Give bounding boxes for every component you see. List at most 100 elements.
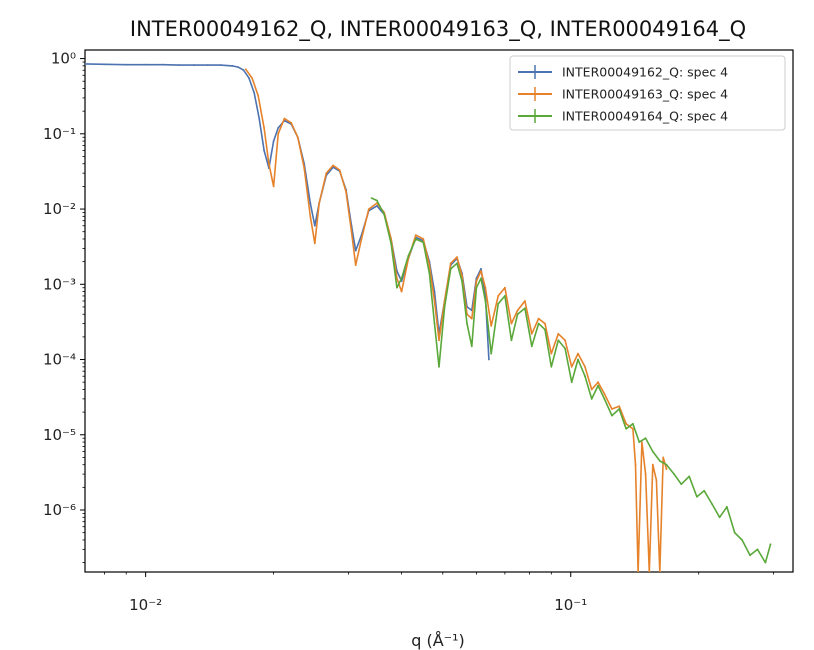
data-point [253,92,256,94]
data-point [733,531,736,534]
data-point [433,322,436,325]
data-point [625,427,627,430]
chart-title: INTER00049162_Q, INTER00049163_Q, INTER0… [130,17,746,42]
data-point [272,185,275,188]
data-point [764,561,767,564]
data-point [443,306,446,308]
data-point [577,358,579,361]
series-line [245,68,668,572]
data-point [475,280,478,283]
data-point [726,506,728,508]
data-point [490,352,493,355]
data-point [497,302,500,305]
plot-area [84,49,794,573]
legend-item: INTER00049162_Q: spec 4 [518,65,728,80]
data-point [557,332,560,335]
data-point [325,172,328,175]
data-point [504,286,506,289]
data-point [662,456,665,459]
data-point [644,437,647,440]
data-point [360,238,363,240]
data-point [456,262,458,265]
y-tick-label: 10⁻⁶ [43,501,76,519]
data-point [597,381,599,384]
data-point [570,381,573,384]
data-point [428,264,431,266]
data-point [383,213,386,216]
y-tick-label: 10⁻³ [43,275,76,293]
data-point [263,149,265,152]
data-point [490,325,493,327]
data-point [422,241,425,244]
data-point [625,422,627,425]
data-point [332,164,334,167]
data-point [711,503,713,505]
data-point [550,352,553,355]
axes-layer: 10⁰ 10⁻¹ 10⁻² 10⁻³ 10⁻⁴ 10⁻⁵ 10⁻⁶ 10⁻² 10⁻¹ [43,50,774,614]
data-point [564,347,566,350]
data-point [257,94,260,97]
data-point [103,63,106,66]
data-point [461,280,463,283]
data-point [244,68,247,71]
series-line [371,197,772,564]
data-point [475,286,478,289]
data-point [510,339,513,342]
x-tick-label: 10⁻² [129,596,162,614]
data-point [590,388,593,391]
data-point [611,414,613,417]
data-point [268,162,270,165]
data-point [618,405,621,408]
data-point [354,264,357,266]
data-point [658,460,661,462]
data-point [749,554,751,557]
y-tick-label: 10⁻¹ [43,125,76,143]
legend-label: INTER00049162_Q: spec 4 [562,65,728,80]
data-point [456,256,458,258]
data-point [741,539,743,541]
data-point [449,268,452,270]
data-point [350,230,353,233]
data-point [564,339,566,342]
data-point [597,384,599,387]
data-point [85,63,86,65]
legend-label: INTER00049164_Q: spec 4 [562,109,728,124]
data-point [638,441,641,443]
legend: INTER00049162_Q: spec 4 INTER00049163_Q: … [509,55,786,131]
data-point [376,205,378,207]
data-point [603,392,606,395]
data-point [637,571,639,572]
data-point [544,328,546,331]
data-point [524,307,526,310]
data-point [318,202,321,205]
data-point [354,249,357,252]
data-point [396,286,398,289]
data-point [376,199,378,202]
data-point [516,309,519,312]
data-point [537,322,540,325]
data-point [290,121,293,124]
data-point [438,339,440,342]
data-point [428,272,431,275]
data-point [665,463,668,466]
data-point [648,571,651,572]
y-tick-label: 10⁻⁴ [43,351,76,369]
data-point [634,463,637,466]
data-point [338,169,341,171]
data-point [367,208,370,211]
data-point [313,224,316,227]
data-point [488,358,490,361]
data-point [584,375,586,378]
series-3 [370,197,772,564]
data-point [407,254,410,257]
data-point [530,345,533,348]
data-point [658,571,661,572]
data-point [680,483,683,486]
data-point [557,339,560,342]
data-point [277,132,280,135]
y-tick-label: 10⁻² [43,200,76,218]
data-point [703,489,706,492]
y-tick-label: 10⁻⁵ [43,426,76,444]
data-point [263,127,265,129]
data-point [178,64,181,66]
